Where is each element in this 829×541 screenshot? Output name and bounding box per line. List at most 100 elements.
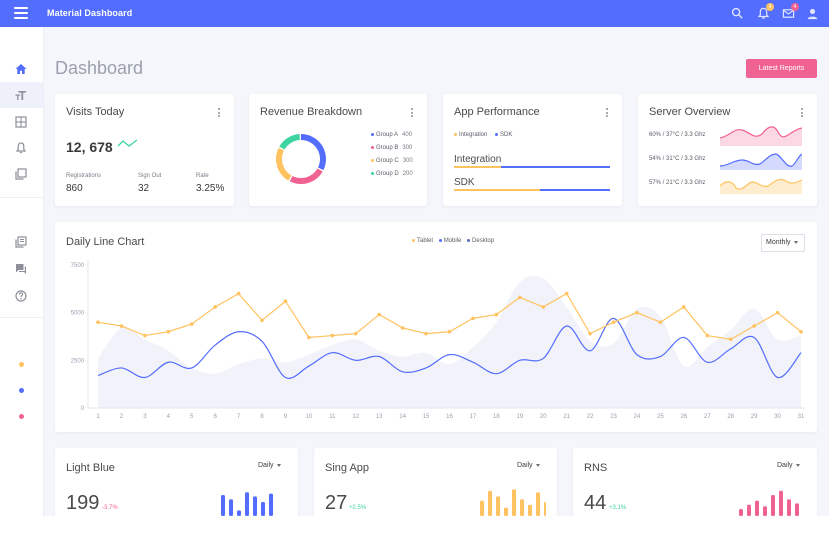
home-icon[interactable] [14, 62, 28, 76]
visits-today-card: Visits Today 12, 678 Registrations 860 S… [55, 94, 234, 206]
daily-select[interactable]: Daily [517, 462, 540, 469]
more-vert-icon[interactable] [218, 108, 221, 118]
mini-bar-chart [480, 489, 546, 516]
tablet-point [494, 312, 499, 317]
card-title: RNS [584, 462, 608, 474]
x-tick-label: 5 [190, 414, 194, 420]
x-tick-label: 25 [657, 414, 664, 420]
rate-label: Rate [196, 173, 209, 179]
tablet-point [635, 310, 639, 315]
mini-bar [253, 496, 257, 516]
person-icon[interactable] [806, 7, 819, 20]
more-vert-icon[interactable] [801, 108, 804, 118]
legend-value: 400 [402, 132, 413, 138]
y-tick-label: 7500 [71, 263, 85, 269]
revenue-legend-item: Group D 200 [371, 171, 413, 177]
server-overview-card: Server Overview 60% / 37°C / 3.3 Ghz 54%… [638, 94, 817, 206]
chevron-down-icon [535, 463, 540, 467]
donut-slice [276, 147, 292, 181]
x-tick-label: 15 [423, 414, 430, 420]
tablet-point [143, 333, 147, 338]
server-row-label: 60% / 37°C / 3.3 Ghz [649, 132, 706, 138]
legend-label: Group D [376, 171, 399, 177]
tablet-point [705, 333, 710, 338]
x-tick-label: 23 [610, 414, 617, 420]
messages-button[interactable]: 4 [782, 3, 799, 20]
x-tick-label: 3 [143, 414, 147, 420]
rns-card: RNS Daily 44 +3.1% [573, 448, 817, 516]
tablet-point [424, 331, 428, 336]
server-sparkline-3 [720, 178, 802, 194]
messages-badge: 4 [791, 3, 799, 11]
notifications-button[interactable]: 4 [757, 3, 774, 20]
forum-icon[interactable] [14, 262, 28, 276]
tablet-point [752, 324, 756, 328]
mini-bar-chart [739, 490, 799, 516]
legend-label: Group C [376, 158, 399, 164]
library-icon[interactable] [14, 235, 28, 249]
legend-mobile: Mobile [443, 238, 462, 244]
revenue-legend-item: Group B 300 [371, 145, 412, 151]
sidebar-dot-pink[interactable] [19, 414, 24, 419]
mini-bar [488, 490, 492, 516]
server-row-label: 54% / 31°C / 3.3 Ghz [649, 156, 706, 162]
notifications-icon[interactable] [14, 141, 28, 155]
latest-reports-button[interactable]: Latest Reports [746, 59, 817, 78]
tablet-point [447, 329, 452, 334]
sidebar-dot-yellow[interactable] [19, 362, 24, 367]
y-tick-label: 0 [81, 406, 85, 412]
tablet-point [236, 291, 241, 296]
tablet-point [682, 305, 686, 309]
revenue-breakdown-card: Revenue Breakdown Group A 400 Group B 300 Gr… [249, 94, 427, 206]
tablet-point [353, 331, 358, 336]
sidebar-dot-blue[interactable] [19, 388, 24, 393]
integration-progress-bar [454, 166, 610, 168]
mail-icon [782, 9, 795, 18]
mini-bar [245, 492, 249, 516]
mini-bar [763, 506, 767, 516]
search-icon[interactable] [731, 7, 744, 20]
daily-select[interactable]: Daily [777, 462, 800, 469]
sidebar-divider [0, 317, 43, 318]
server-sparkline-1 [720, 126, 802, 146]
tablet-point [307, 335, 311, 340]
tablet-point [166, 329, 171, 334]
x-tick-label: 1 [96, 414, 100, 420]
tablet-point [189, 322, 194, 326]
table-icon[interactable] [14, 115, 28, 129]
tablet-point [728, 337, 733, 342]
x-tick-label: 8 [260, 414, 264, 420]
x-tick-label: 22 [587, 414, 594, 420]
x-tick-label: 17 [470, 414, 477, 420]
mini-bar [771, 495, 775, 516]
daily-select[interactable]: Daily [258, 462, 281, 469]
typography-icon[interactable] [14, 88, 28, 102]
revenue-legend-item: Group C 300 [371, 158, 413, 164]
more-vert-icon[interactable] [606, 108, 609, 118]
sdk-label: SDK [454, 177, 475, 188]
mini-bar [787, 499, 791, 516]
sidebar [0, 27, 44, 516]
x-tick-label: 11 [329, 414, 336, 420]
server-sparkline-2 [720, 153, 802, 170]
x-tick-label: 10 [306, 414, 313, 420]
mini-bar [528, 504, 532, 516]
help-icon[interactable] [14, 289, 28, 303]
more-vert-icon[interactable] [411, 108, 414, 118]
range-select[interactable]: Monthly [761, 234, 805, 252]
chevron-down-icon [276, 463, 281, 467]
mini-bar-chart [221, 492, 273, 516]
metric-delta: +3.1% [609, 505, 627, 511]
trend-line-icon [117, 139, 138, 147]
card-title: Visits Today [66, 106, 125, 118]
metric-delta: +2.5% [349, 505, 367, 511]
layers-icon[interactable] [14, 167, 28, 181]
menu-icon[interactable] [14, 7, 28, 19]
signout-value: 32 [138, 183, 150, 194]
mini-bar [795, 503, 799, 516]
x-tick-label: 16 [446, 414, 453, 420]
mini-bar [504, 507, 508, 516]
sdk-progress-bar [454, 189, 610, 191]
revenue-donut-chart [276, 134, 326, 184]
